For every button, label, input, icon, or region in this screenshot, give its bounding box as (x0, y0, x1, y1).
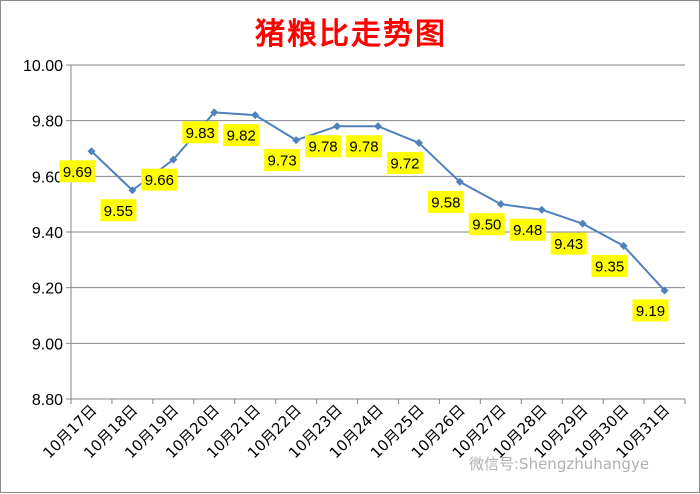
data-label: 9.48 (513, 222, 542, 239)
data-label-box (100, 199, 137, 222)
data-point (660, 286, 669, 295)
data-label-box (141, 168, 178, 191)
data-point (251, 111, 260, 120)
data-label-box (346, 135, 382, 158)
y-tick-label: 8.80 (32, 392, 63, 409)
data-label-box (182, 121, 219, 144)
data-point (537, 205, 546, 214)
data-label: 9.73 (268, 153, 297, 170)
data-label-box (59, 160, 96, 183)
data-label: 9.35 (595, 258, 624, 275)
data-label: 9.83 (186, 125, 215, 142)
data-label: 9.19 (636, 303, 665, 320)
data-point (496, 200, 505, 209)
data-label-box (264, 149, 301, 172)
data-point (210, 108, 219, 117)
y-tick-label: 9.80 (32, 114, 63, 131)
data-label: 9.78 (349, 139, 378, 156)
data-label: 9.82 (227, 128, 256, 145)
data-label-box (550, 232, 587, 255)
data-point (578, 219, 587, 228)
data-point (128, 186, 137, 195)
data-label: 9.78 (308, 139, 337, 156)
data-point (455, 177, 464, 186)
data-label-box (427, 190, 464, 213)
y-tick-label: 9.00 (32, 336, 63, 353)
data-point (619, 241, 628, 250)
data-label: 9.58 (431, 194, 460, 211)
y-tick-label: 9.60 (32, 169, 63, 186)
data-label: 9.55 (104, 203, 133, 220)
data-label-box (305, 135, 342, 158)
data-point (414, 138, 423, 147)
data-label-box (468, 213, 505, 236)
chart-title: 猪粮比走势图 (255, 17, 447, 52)
data-label: 9.50 (472, 217, 501, 234)
data-label: 9.43 (554, 236, 583, 253)
data-label: 9.72 (390, 155, 419, 172)
data-point (87, 147, 96, 156)
data-label-box (386, 151, 423, 174)
data-point (292, 136, 301, 145)
data-label: 9.69 (63, 164, 92, 181)
y-tick-label: 9.20 (32, 281, 63, 298)
data-point (333, 122, 342, 131)
data-point (169, 155, 178, 164)
data-label: 9.66 (145, 172, 174, 189)
data-label-box (591, 254, 628, 277)
watermark: 微信号:Shengzhuhangye (469, 455, 650, 473)
y-tick-label: 10.00 (23, 58, 63, 75)
data-label-box (223, 124, 260, 147)
data-label-box (632, 299, 669, 322)
data-label-box (509, 218, 546, 241)
data-point (374, 122, 382, 131)
y-tick-label: 9.40 (32, 225, 63, 242)
